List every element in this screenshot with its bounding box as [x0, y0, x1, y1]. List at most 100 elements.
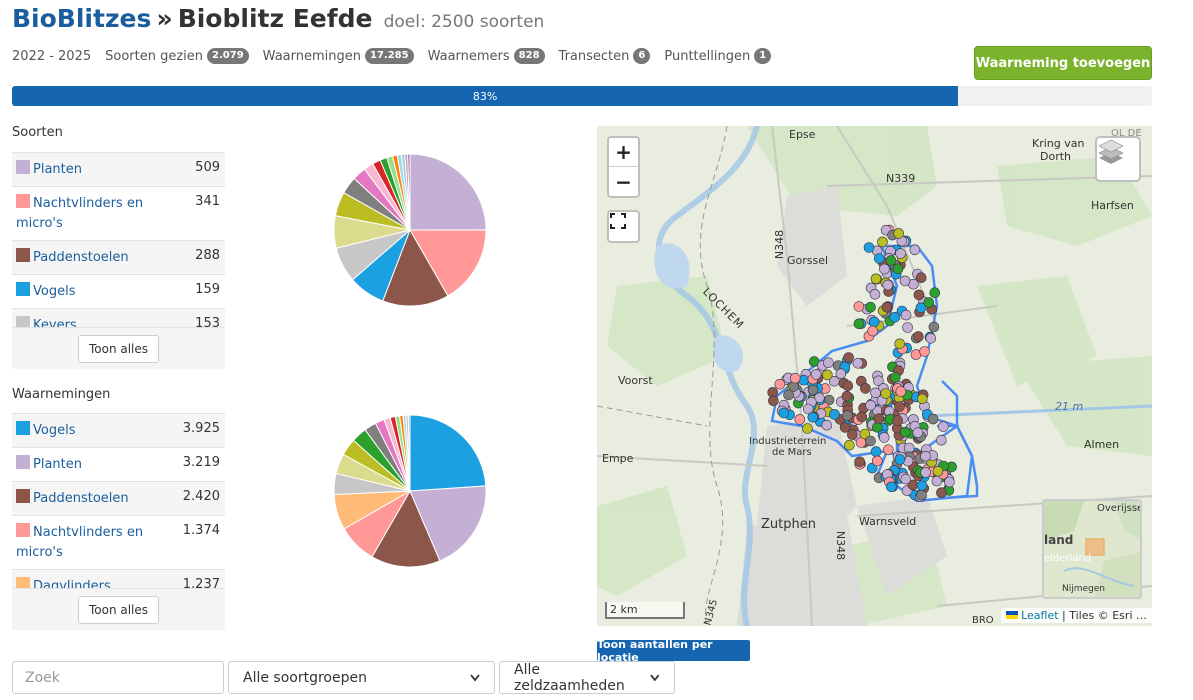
observation-marker[interactable] [916, 393, 928, 405]
observation-marker[interactable] [844, 439, 855, 451]
observation-marker[interactable] [893, 228, 905, 239]
observation-marker[interactable] [873, 375, 884, 387]
observation-marker[interactable] [778, 407, 790, 419]
observation-marker[interactable] [872, 421, 883, 433]
observation-marker[interactable] [880, 388, 892, 399]
observation-marker[interactable] [839, 422, 851, 433]
observation-marker[interactable] [903, 442, 915, 454]
observation-marker[interactable] [870, 446, 882, 457]
observation-marker[interactable] [900, 309, 912, 321]
observation-marker[interactable] [920, 450, 931, 462]
zoom-out-button[interactable]: − [615, 169, 632, 194]
observation-marker[interactable] [894, 338, 906, 350]
table-row[interactable]: Paddenstoelen 2.420 [12, 481, 225, 516]
stat-observers[interactable]: Waarnemers 828 [428, 48, 545, 64]
group-link[interactable]: Paddenstoelen [33, 250, 129, 265]
observation-marker[interactable] [909, 244, 921, 256]
observation-marker[interactable] [807, 411, 819, 423]
observation-marker[interactable] [900, 473, 912, 485]
observation-marker[interactable] [923, 297, 935, 308]
observation-marker[interactable] [882, 279, 894, 291]
observation-marker[interactable] [866, 462, 878, 474]
group-link[interactable]: Planten [33, 457, 82, 472]
fullscreen-button[interactable] [607, 210, 640, 243]
observation-marker[interactable] [823, 357, 834, 368]
observation-marker[interactable] [919, 346, 930, 357]
group-link[interactable]: Vogels [33, 284, 76, 299]
stat-observations[interactable]: Waarnemingen 17.285 [263, 48, 414, 64]
observation-marker[interactable] [871, 455, 883, 467]
observation-map[interactable]: Epse Kring van Dorth N339 Harfsen Gorsse… [597, 126, 1152, 626]
observation-marker[interactable] [881, 302, 893, 313]
observation-marker[interactable] [867, 325, 879, 337]
observation-marker[interactable] [810, 369, 822, 380]
observation-marker[interactable] [821, 419, 833, 431]
observation-marker[interactable] [925, 333, 937, 344]
observation-marker[interactable] [929, 287, 941, 298]
group-link[interactable]: Planten [33, 162, 82, 177]
observation-marker[interactable] [892, 263, 904, 275]
observation-marker[interactable] [847, 429, 858, 440]
observation-marker[interactable] [913, 331, 924, 342]
species-group-select[interactable]: Alle soortgroepen [228, 661, 495, 694]
observation-marker[interactable] [885, 255, 897, 266]
stat-point-counts[interactable]: Punttellingen 1 [664, 48, 772, 64]
observation-marker[interactable] [843, 352, 854, 363]
observation-marker[interactable] [856, 411, 868, 423]
observation-marker[interactable] [894, 454, 906, 465]
leaflet-link[interactable]: Leaflet [1021, 609, 1059, 622]
observation-marker[interactable] [835, 368, 847, 379]
observation-marker[interactable] [863, 242, 875, 253]
breadcrumb-bioblitzes[interactable]: BioBlitzes [12, 4, 152, 33]
observation-marker[interactable] [842, 410, 853, 421]
observation-marker[interactable] [870, 387, 881, 399]
group-link[interactable]: Vogels [33, 423, 76, 438]
observation-marker[interactable] [892, 415, 903, 426]
observation-marker[interactable] [860, 383, 871, 394]
observation-marker[interactable] [789, 372, 801, 384]
observation-marker[interactable] [869, 289, 881, 300]
observation-marker[interactable] [902, 322, 913, 333]
observation-marker[interactable] [927, 413, 939, 425]
observation-marker[interactable] [889, 372, 901, 383]
observation-marker[interactable] [774, 378, 786, 390]
observation-marker[interactable] [882, 444, 894, 456]
observation-marker[interactable] [916, 480, 928, 491]
observation-marker[interactable] [853, 301, 865, 312]
observation-marker[interactable] [920, 467, 931, 478]
observation-marker[interactable] [865, 301, 876, 313]
observation-marker[interactable] [865, 435, 876, 447]
minimap[interactable]: Overijsse land elderland Nijmegen [1042, 499, 1142, 599]
observation-marker[interactable] [937, 421, 949, 432]
show-all-species-button[interactable]: Toon alles [77, 334, 160, 363]
group-link[interactable]: Nachtvlinders en micro's [16, 525, 144, 560]
observation-marker[interactable] [915, 272, 927, 283]
show-counts-per-location-button[interactable]: Toon aantallen per locatie [597, 638, 750, 664]
observation-marker[interactable] [873, 253, 885, 264]
observation-marker[interactable] [877, 236, 888, 248]
table-row[interactable]: Planten 3.219 [12, 447, 225, 482]
observation-marker[interactable] [859, 428, 871, 440]
observation-marker[interactable] [868, 316, 880, 328]
observation-marker[interactable] [879, 263, 890, 275]
stat-transects[interactable]: Transecten 6 [559, 48, 651, 64]
observation-marker[interactable] [932, 465, 944, 477]
observation-marker[interactable] [802, 423, 813, 434]
observation-marker[interactable] [783, 389, 794, 401]
table-row[interactable]: Nachtvlinders en micro's 341 [12, 186, 225, 241]
group-link[interactable]: Paddenstoelen [33, 491, 129, 506]
observation-marker[interactable] [889, 312, 901, 323]
group-link[interactable]: Nachtvlinders en micro's [16, 196, 144, 231]
observation-marker[interactable] [807, 384, 819, 396]
observation-marker[interactable] [768, 395, 779, 407]
observation-marker[interactable] [841, 390, 853, 402]
observation-marker[interactable] [916, 489, 927, 501]
observation-marker[interactable] [842, 380, 854, 392]
observation-marker[interactable] [854, 456, 866, 468]
observation-marker[interactable] [894, 401, 905, 412]
observation-marker[interactable] [935, 434, 947, 446]
stat-species[interactable]: Soorten gezien 2.079 [105, 48, 249, 64]
observation-marker[interactable] [870, 273, 882, 285]
observation-marker[interactable] [829, 409, 840, 420]
observation-marker[interactable] [928, 321, 940, 333]
